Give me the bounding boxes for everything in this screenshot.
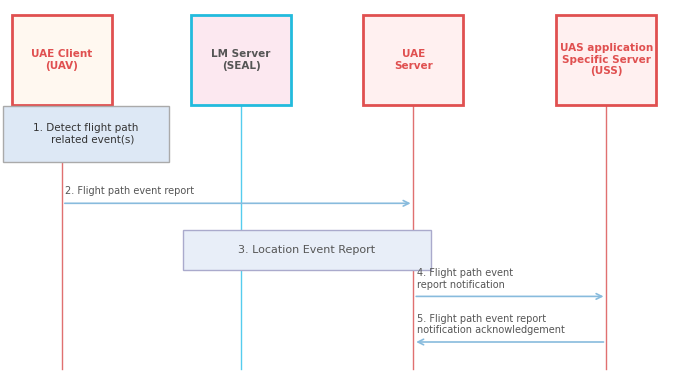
Text: 5. Flight path event report
notification acknowledgement: 5. Flight path event report notification… xyxy=(417,314,565,335)
FancyBboxPatch shape xyxy=(191,15,291,105)
FancyBboxPatch shape xyxy=(183,230,431,270)
FancyBboxPatch shape xyxy=(556,15,656,105)
Text: UAE
Server: UAE Server xyxy=(394,49,433,71)
FancyBboxPatch shape xyxy=(12,15,112,105)
Text: 1. Detect flight path
    related event(s): 1. Detect flight path related event(s) xyxy=(34,123,138,145)
Text: 3. Location Event Report: 3. Location Event Report xyxy=(238,245,376,255)
Text: LM Server
(SEAL): LM Server (SEAL) xyxy=(212,49,271,71)
Text: UAS application
Specific Server
(USS): UAS application Specific Server (USS) xyxy=(559,43,653,76)
FancyBboxPatch shape xyxy=(364,15,463,105)
Text: 2. Flight path event report: 2. Flight path event report xyxy=(65,187,194,196)
FancyBboxPatch shape xyxy=(3,106,169,162)
Text: 4. Flight path event
report notification: 4. Flight path event report notification xyxy=(417,268,513,290)
Text: UAE Client
(UAV): UAE Client (UAV) xyxy=(32,49,92,71)
